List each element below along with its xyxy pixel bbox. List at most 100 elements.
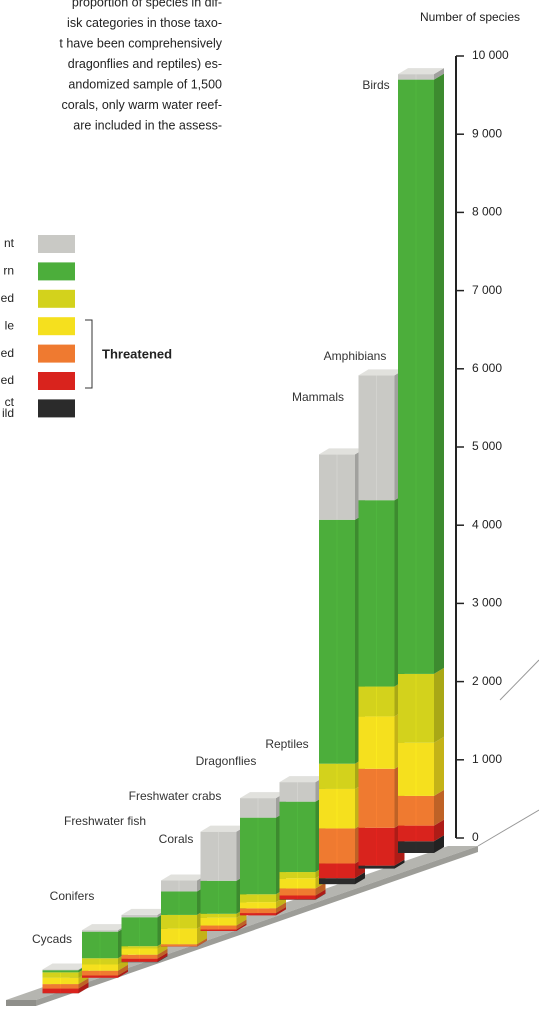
bar-side (78, 978, 89, 989)
bar-segment (121, 952, 168, 962)
intro-line: t have been comprehensively (59, 36, 222, 50)
intro-paragraph: proportion of species in dif-isk categor… (59, 0, 222, 132)
bar-segment (319, 448, 365, 520)
bar-top (358, 369, 405, 376)
bar-front (358, 865, 395, 869)
threatened-label: Threatened (102, 346, 172, 361)
bar-side (157, 955, 168, 963)
bar-side (236, 923, 247, 931)
bar-segment (398, 736, 444, 796)
y-axis-title: Number of species (420, 10, 520, 24)
legend-swatch (38, 262, 75, 281)
bar-stack (240, 792, 286, 916)
bar-side (434, 73, 444, 674)
bar-front (161, 944, 197, 947)
bar-stack (82, 924, 128, 978)
bar-front (82, 975, 118, 978)
bar-segment (398, 68, 444, 80)
legend: ct ild ed ed le ed rn nt (1, 235, 75, 420)
intro-line: andomized sample of 1,500 (68, 77, 222, 91)
platform-side (36, 846, 478, 1006)
legend-label: rn (3, 264, 14, 278)
bar-front (42, 969, 79, 971)
bar-side (434, 819, 444, 842)
bar-side (355, 872, 365, 885)
category-label: Cycads (32, 932, 72, 946)
category-label: Freshwater fish (64, 814, 146, 828)
y-tick-label: 3 000 (472, 596, 502, 610)
bar-top (240, 792, 286, 799)
legend-swatch (38, 289, 75, 308)
bar-segment (319, 513, 365, 764)
bar-side (118, 964, 128, 976)
y-tick-label: 7 000 (472, 283, 502, 297)
bar-segment (121, 955, 168, 963)
bar-side (315, 882, 326, 896)
bar-segment (82, 969, 128, 978)
intro-line: are included in the assess- (73, 118, 222, 132)
bar-side (197, 938, 207, 947)
intro-line: isk categories in those taxo- (67, 16, 222, 30)
bar-segment (398, 789, 444, 826)
y-tick-label: 4 000 (472, 517, 502, 531)
legend-swatch (38, 235, 75, 253)
legend-swatch (38, 372, 75, 390)
bar-segment (358, 762, 405, 828)
bar-stack (279, 776, 326, 900)
bar-side (434, 789, 444, 826)
bar-segment (398, 667, 444, 743)
threatened-bracket (85, 319, 93, 389)
bar-stack (358, 369, 405, 869)
y-tick-label: 9 000 (472, 126, 502, 140)
bar-segment (358, 369, 405, 501)
bar-segment (121, 948, 168, 959)
bar-side (197, 940, 207, 947)
intro-line: corals, only warm water reef- (62, 98, 222, 112)
bar-side (118, 969, 128, 978)
bar-segment (279, 889, 326, 900)
y-tick-label: 6 000 (472, 361, 502, 375)
category-label: Dragonflies (196, 754, 257, 768)
bar-top (121, 908, 168, 915)
bar-segment (161, 940, 207, 947)
bar-top (42, 963, 89, 970)
bar-side (236, 919, 247, 930)
bar-segment (42, 982, 89, 994)
bar-front (82, 930, 118, 932)
legend-swatch (38, 344, 75, 363)
platform-front (6, 1000, 36, 1006)
legend-label: ed (1, 373, 14, 387)
bar-top (319, 448, 365, 455)
bar-stack (200, 825, 247, 931)
bar-segment (279, 893, 326, 900)
bar-segment (398, 819, 444, 842)
y-tick-label: 10 000 (472, 48, 509, 62)
bar-segment (398, 73, 444, 674)
guide-line (499, 659, 539, 701)
bar-stack (161, 874, 207, 947)
bar-segment (200, 919, 247, 930)
bar-segment (42, 978, 89, 989)
bar-segment (319, 822, 365, 864)
bar-side (434, 835, 444, 853)
legend-label: ct ild (2, 395, 15, 420)
bar-stack (398, 68, 444, 853)
bar-front (200, 929, 237, 931)
y-tick-label: 5 000 (472, 439, 502, 453)
bar-side (157, 952, 168, 962)
bar-segment (358, 859, 405, 869)
category-label: Conifers (50, 889, 95, 903)
category-label: Corals (159, 832, 194, 846)
bar-stack (121, 908, 168, 963)
bar-front (240, 913, 276, 916)
bar-segment (358, 710, 405, 769)
bar-side (157, 948, 168, 959)
bar-segment (240, 902, 286, 914)
bar-top (161, 874, 207, 881)
bar-front (42, 970, 79, 973)
intro-line: proportion of species in dif- (72, 0, 222, 9)
category-label: Amphibians (324, 349, 387, 363)
y-tick-label: 2 000 (472, 674, 502, 688)
bar-side (315, 893, 326, 900)
